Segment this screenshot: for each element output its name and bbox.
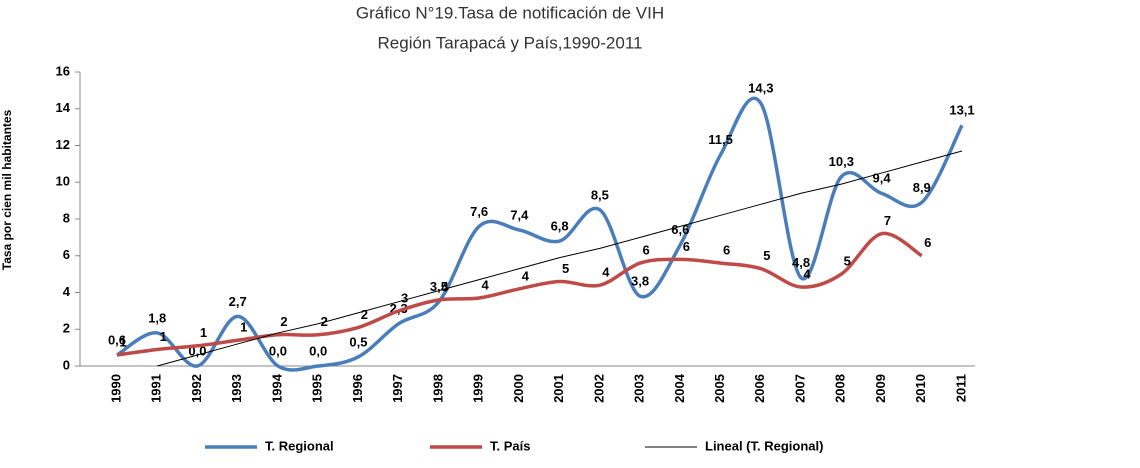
value-label: 1: [119, 334, 126, 349]
value-label: 4: [482, 277, 490, 292]
value-label: 4: [522, 268, 530, 283]
value-label: 0,6: [108, 332, 126, 347]
value-label: 1: [160, 329, 167, 344]
value-label: 0,0: [269, 343, 287, 358]
value-label: 5: [763, 248, 770, 263]
y-tick-label: 12: [56, 137, 70, 152]
value-label: 8,5: [591, 187, 609, 202]
x-tick-label: 1993: [229, 374, 244, 403]
x-tick-label: 2008: [833, 374, 848, 403]
x-tick-label: 2006: [752, 374, 767, 403]
x-tick-label: 2011: [953, 374, 968, 402]
value-label: 2,7: [229, 294, 247, 309]
value-label: 5: [562, 261, 569, 276]
legend-label: T. País: [490, 438, 530, 453]
value-label: 7,6: [470, 204, 488, 219]
y-tick-label: 6: [63, 247, 70, 262]
y-tick-label: 10: [56, 174, 70, 189]
x-tick-label: 2009: [873, 374, 888, 403]
value-label: 7,4: [510, 207, 529, 222]
x-tick-label: 1998: [430, 374, 445, 403]
series-line: [157, 150, 963, 367]
value-label: 6,8: [551, 218, 569, 233]
value-label: 3,8: [631, 274, 649, 289]
x-tick-label: 2010: [913, 374, 928, 403]
value-label: 6: [683, 239, 690, 254]
x-tick-label: 2007: [792, 374, 807, 403]
y-tick-label: 16: [56, 63, 70, 78]
legend-label: Lineal (T. Regional): [705, 438, 823, 453]
y-tick-label: 4: [63, 284, 71, 299]
y-tick-label: 14: [56, 100, 71, 115]
y-tick-label: 0: [63, 357, 70, 372]
x-tick-label: 1997: [390, 374, 405, 403]
value-label: 8,9: [913, 180, 931, 195]
chart-subtitle: Región Tarapacá y País,1990-2011: [378, 33, 643, 52]
legend-label: T. Regional: [265, 438, 334, 453]
x-tick-label: 1996: [350, 374, 365, 403]
value-label: 6: [723, 243, 730, 258]
value-label: 14,3: [748, 81, 773, 96]
x-tick-label: 1990: [108, 374, 123, 403]
x-tick-label: 1991: [149, 374, 164, 403]
x-tick-label: 2001: [551, 374, 566, 403]
value-label: 0,5: [349, 334, 367, 349]
x-tick-label: 1994: [269, 373, 284, 403]
value-label: 1,8: [148, 310, 166, 325]
series-line: [116, 231, 923, 357]
value-label: 6: [924, 235, 931, 250]
y-tick-label: 2: [63, 321, 70, 336]
value-label: 4,8: [792, 255, 810, 270]
y-axis-label: Tasa por cien mil habitantes: [0, 109, 14, 270]
value-label: 13,1: [949, 103, 974, 118]
value-label: 7: [884, 213, 891, 228]
value-label: 3,5: [430, 279, 448, 294]
value-label: 1: [240, 320, 247, 335]
value-label: 10,3: [829, 154, 854, 169]
chart-title: Gráfico N°19.Tasa de notificación de VIH: [356, 3, 664, 22]
value-label: 3: [401, 290, 408, 305]
x-tick-label: 1999: [471, 374, 486, 403]
value-label: 6: [642, 243, 649, 258]
x-tick-label: 1992: [189, 374, 204, 403]
value-label: 4: [803, 266, 811, 281]
x-tick-label: 1995: [310, 374, 325, 403]
series-line: [116, 96, 964, 372]
value-label: 1: [200, 325, 207, 340]
x-tick-label: 2000: [511, 374, 526, 403]
value-label: 6,6: [671, 222, 689, 237]
value-label: 11,5: [708, 132, 733, 147]
value-label: 2: [361, 307, 368, 322]
y-tick-label: 8: [63, 210, 70, 225]
x-tick-label: 2004: [672, 373, 687, 403]
x-tick-label: 2005: [712, 374, 727, 403]
value-label: 2: [280, 314, 287, 329]
value-label: 0,0: [309, 343, 327, 358]
value-label: 4: [602, 265, 610, 280]
value-label: 4: [441, 279, 449, 294]
value-label: 5: [844, 254, 851, 269]
x-tick-label: 2002: [591, 374, 606, 403]
x-tick-label: 2003: [632, 374, 647, 403]
